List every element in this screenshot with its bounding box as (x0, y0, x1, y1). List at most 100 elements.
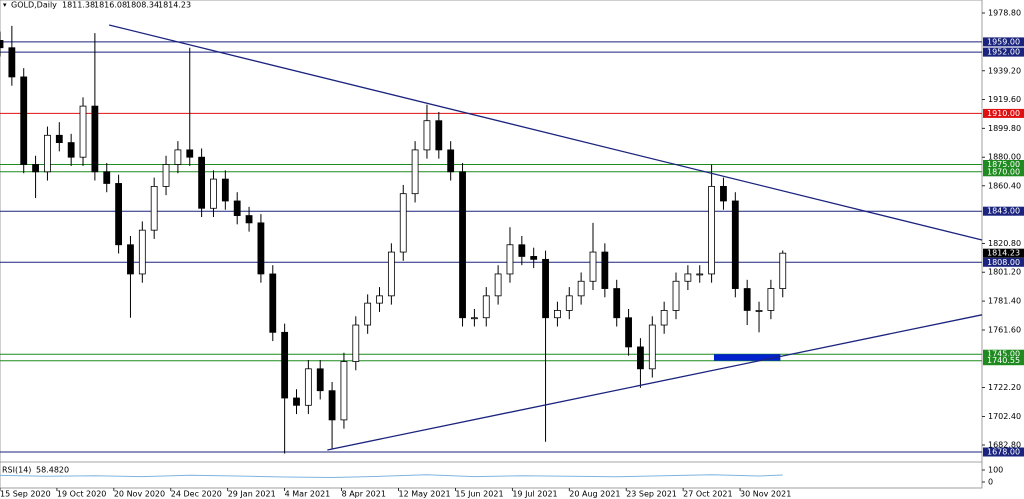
level-label: 1910.00 (987, 109, 1020, 118)
level-label-box (983, 167, 1024, 177)
header-value: 1811.38 (62, 1, 95, 10)
y-tick-label: 1761.60 (988, 325, 1021, 334)
candle-body (779, 252, 787, 289)
level-label-box (983, 37, 1024, 47)
last-price-box (983, 248, 1024, 258)
candle-body (494, 273, 502, 297)
candle-body (257, 222, 265, 275)
candle-body (423, 120, 431, 151)
candle-body (530, 256, 538, 260)
x-tick-label: 4 Mar 2021 (285, 490, 331, 499)
y-tick-label: 1860.40 (988, 181, 1021, 190)
level-label-box (983, 447, 1024, 457)
plot-frame (0, 0, 983, 489)
header-value: 1816.08 (94, 1, 127, 10)
candle-body (269, 273, 277, 333)
candle-body (340, 361, 348, 421)
x-tick-label: 24 Dec 2020 (171, 490, 222, 499)
x-tick-label: 29 Jan 2021 (228, 490, 276, 499)
candle-body (44, 134, 51, 173)
x-tick-label: 27 Oct 2021 (683, 490, 732, 499)
level-label: 1875.00 (987, 160, 1020, 169)
candle-body (233, 200, 241, 216)
candle-body (32, 164, 39, 173)
x-tick-label: 20 Aug 2021 (569, 490, 620, 499)
level-label-box (983, 206, 1024, 216)
y-tick-label: 1702.40 (988, 412, 1021, 421)
rsi-current: 58.4820 (36, 466, 69, 475)
y-tick-label: 1682.80 (988, 440, 1021, 449)
level-label: 1952.00 (987, 48, 1020, 57)
candle-body (660, 310, 668, 326)
candle-body (221, 178, 229, 202)
header-value: 1808.34 (126, 1, 159, 10)
level-label: 1959.00 (987, 37, 1020, 46)
x-tick-label: 8 Apr 2021 (342, 490, 386, 499)
candle-body (20, 76, 28, 165)
level-label: 1870.00 (987, 167, 1020, 176)
candle-body (565, 295, 573, 311)
candle-body (91, 105, 99, 173)
candle-body (150, 185, 158, 231)
x-tick-label: 12 May 2021 (398, 490, 450, 499)
candle-body (672, 280, 680, 311)
candle-body (210, 178, 217, 209)
x-tick-label: 19 Oct 2020 (57, 490, 106, 499)
candle-body (364, 302, 372, 326)
candle-body (482, 295, 490, 319)
rsi-name: RSI(14) (2, 466, 31, 475)
candle-body (589, 251, 597, 282)
y-tick-label: 1978.80 (988, 9, 1021, 18)
candle-body (376, 295, 383, 304)
level-label: 1808.00 (987, 258, 1020, 267)
last-price-label: 1814.23 (987, 249, 1020, 258)
level-label: 1745.00 (987, 350, 1020, 359)
candle-body (601, 251, 609, 289)
level-label: 1740.55 (987, 356, 1020, 365)
candle-body (554, 310, 561, 319)
candle-body (731, 200, 739, 289)
candle-body (696, 273, 704, 276)
candle-body (387, 251, 395, 297)
x-tick-label: 15 Sep 2020 (0, 490, 51, 499)
level-label: 1843.00 (987, 207, 1020, 216)
candle-body (447, 149, 455, 173)
candle-body (328, 390, 336, 421)
symbol: GOLD,Daily (11, 1, 57, 10)
candle-body (174, 149, 182, 165)
candle-body (720, 185, 727, 202)
x-tick-label: 19 Jul 2021 (512, 490, 557, 499)
candle-body (613, 288, 621, 319)
rsi-tick-label: 100 (988, 466, 1003, 475)
x-tick-label: 23 Sep 2021 (626, 490, 677, 499)
candle-body (459, 171, 466, 319)
candle-body (316, 368, 324, 392)
candle-body (198, 156, 206, 209)
candle-body (684, 273, 692, 282)
candle-body (352, 324, 360, 362)
trendline (108, 24, 983, 241)
candle-body (708, 185, 715, 275)
candle-body (115, 183, 122, 246)
candle-body (162, 164, 170, 187)
candle-body (435, 120, 443, 151)
menu-arrow: ▾ (3, 1, 7, 9)
candle-body (411, 149, 419, 195)
candle-body (304, 368, 312, 406)
candle-body (470, 317, 478, 320)
y-tick-label: 1899.80 (988, 124, 1021, 133)
header: GOLD,Daily (11, 1, 57, 10)
candle-body (637, 346, 644, 370)
zone (713, 354, 781, 361)
x-tick-label: 20 Nov 2020 (114, 490, 165, 499)
candle-body (79, 105, 87, 158)
header-value: 1814.23 (158, 1, 191, 10)
candle-body (542, 258, 549, 319)
y-tick-label: 1801.20 (988, 268, 1021, 277)
candle-body (55, 134, 63, 144)
level-label-box (983, 349, 1024, 359)
candle-body (281, 331, 289, 399)
level-label-box (983, 257, 1024, 267)
candle-body (755, 310, 763, 312)
